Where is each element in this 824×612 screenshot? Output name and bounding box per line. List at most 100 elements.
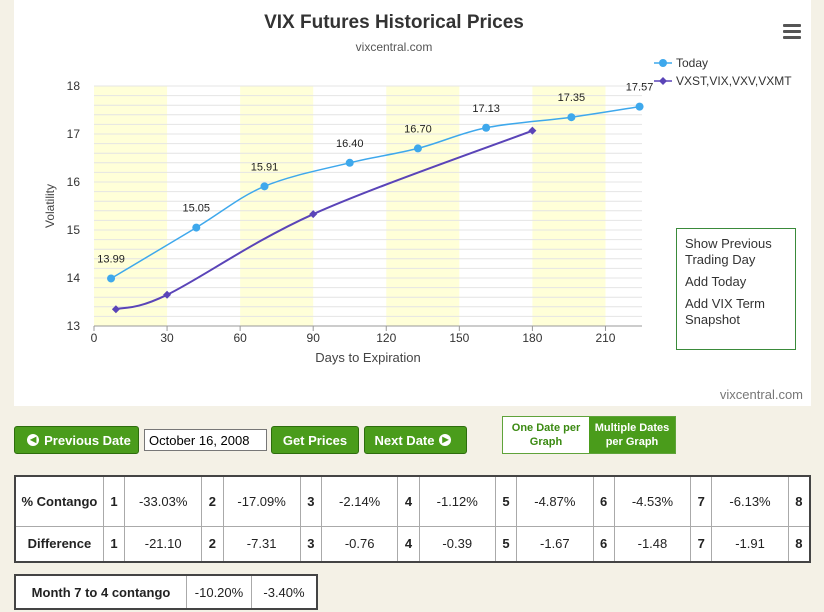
legend-item-today[interactable]: Today bbox=[654, 54, 792, 72]
chart-subtitle: vixcentral.com bbox=[355, 40, 433, 54]
contango-value: -2.14% bbox=[320, 475, 399, 527]
contango-value: -1.12% bbox=[418, 475, 496, 527]
data-point-today bbox=[345, 158, 354, 167]
plot-band bbox=[386, 86, 460, 326]
month-index: 6 bbox=[592, 525, 615, 563]
difference-value: -1.67 bbox=[516, 525, 594, 563]
contango-value: -33.03% bbox=[124, 475, 203, 527]
data-label: 15.91 bbox=[251, 161, 279, 173]
data-label: 17.57 bbox=[626, 82, 654, 94]
x-tick-label: 210 bbox=[595, 331, 615, 345]
contango-row-label: % Contango bbox=[14, 475, 104, 527]
data-label: 16.40 bbox=[336, 138, 364, 150]
data-point-today bbox=[260, 182, 269, 191]
previous-date-label: Previous Date bbox=[44, 432, 131, 448]
x-tick-label: 180 bbox=[522, 331, 542, 345]
menu-item-show-previous[interactable]: Show Previous Trading Day bbox=[685, 236, 772, 267]
x-tick-label: 30 bbox=[160, 331, 174, 345]
month-index: 4 bbox=[397, 525, 420, 563]
month-7-to-4-value: -3.40% bbox=[251, 574, 318, 610]
x-tick-label: 150 bbox=[449, 331, 469, 345]
contango-row: % Contango 1 -33.03% 2 -17.09% 3 -2.14% … bbox=[14, 475, 811, 527]
next-date-button[interactable]: Next Date ▶ bbox=[364, 426, 467, 454]
menu-item-add-vix-term[interactable]: Add VIX Term Snapshot bbox=[685, 296, 765, 327]
legend-label-term: VXST,VIX,VXV,VXMT bbox=[676, 74, 792, 88]
hamburger-icon[interactable] bbox=[783, 24, 801, 39]
month-index: 3 bbox=[299, 475, 322, 527]
month-7-to-4-value: -10.20% bbox=[186, 574, 252, 610]
data-point-today bbox=[413, 144, 422, 153]
contango-value: -4.87% bbox=[516, 475, 594, 527]
chart-legend: Today VXST,VIX,VXV,VXMT bbox=[654, 54, 792, 90]
difference-row-label: Difference bbox=[14, 525, 104, 563]
data-point-term bbox=[309, 210, 318, 219]
data-label: 15.05 bbox=[183, 203, 211, 215]
month-index: 8 bbox=[787, 525, 811, 563]
month-index: 1 bbox=[102, 525, 126, 563]
y-axis-title: Volatility bbox=[43, 184, 57, 228]
y-tick-label: 17 bbox=[67, 127, 81, 141]
y-tick-label: 16 bbox=[67, 175, 81, 189]
x-tick-label: 0 bbox=[91, 331, 98, 345]
x-tick-label: 90 bbox=[307, 331, 321, 345]
month-7-to-4-table: Month 7 to 4 contango -10.20% -3.40% bbox=[14, 574, 318, 610]
difference-value: -0.76 bbox=[320, 525, 399, 563]
data-point-today bbox=[567, 113, 576, 122]
data-label: 17.13 bbox=[472, 103, 500, 115]
previous-date-button[interactable]: ◀ Previous Date bbox=[14, 426, 139, 454]
month-index: 2 bbox=[201, 475, 224, 527]
difference-value: -21.10 bbox=[124, 525, 203, 563]
multiple-dates-per-graph-option[interactable]: Multiple Dates per Graph bbox=[589, 417, 675, 453]
series-line-term bbox=[115, 129, 533, 311]
data-point-today bbox=[482, 123, 491, 132]
date-input[interactable] bbox=[144, 429, 267, 451]
difference-row: Difference 1 -21.10 2 -7.31 3 -0.76 4 -0… bbox=[14, 525, 811, 563]
data-label: 13.99 bbox=[97, 253, 125, 265]
chevron-left-icon: ◀ bbox=[27, 434, 40, 446]
one-date-per-graph-option[interactable]: One Date per Graph bbox=[503, 417, 589, 453]
legend-item-term[interactable]: VXST,VIX,VXV,VXMT bbox=[654, 72, 792, 90]
difference-value: -1.48 bbox=[613, 525, 692, 563]
month-7-to-4-label: Month 7 to 4 contango bbox=[14, 574, 187, 610]
menu-item-add-today[interactable]: Add Today bbox=[685, 274, 747, 289]
legend-label-today: Today bbox=[676, 56, 709, 70]
contango-value: -4.53% bbox=[613, 475, 692, 527]
chart-title: VIX Futures Historical Prices bbox=[264, 12, 524, 33]
contango-value: -6.13% bbox=[711, 475, 789, 527]
legend-swatch-term bbox=[654, 77, 672, 85]
x-tick-label: 120 bbox=[376, 331, 396, 345]
graph-mode-toggle: One Date per Graph Multiple Dates per Gr… bbox=[502, 416, 676, 454]
month-index: 5 bbox=[494, 525, 518, 563]
month-index: 1 bbox=[102, 475, 126, 527]
contango-value: -17.09% bbox=[222, 475, 301, 527]
plot-band bbox=[240, 86, 314, 326]
chart-panel: VIX Futures Historical Prices vixcentral… bbox=[14, 0, 811, 406]
month-index: 2 bbox=[201, 525, 224, 563]
difference-value: -0.39 bbox=[418, 525, 496, 563]
x-axis-title: Days to Expiration bbox=[315, 350, 421, 365]
data-label: 17.35 bbox=[558, 92, 586, 104]
data-point-term bbox=[163, 290, 172, 299]
data-point-today bbox=[107, 274, 116, 283]
get-prices-label: Get Prices bbox=[282, 432, 348, 448]
difference-value: -1.91 bbox=[711, 525, 789, 563]
legend-swatch-today bbox=[654, 59, 672, 67]
y-tick-label: 18 bbox=[67, 79, 81, 93]
chart-credit: vixcentral.com bbox=[719, 387, 803, 402]
data-label: 16.70 bbox=[404, 123, 432, 135]
x-tick-label: 60 bbox=[233, 331, 247, 345]
data-point-today bbox=[635, 102, 644, 111]
get-prices-button[interactable]: Get Prices bbox=[271, 426, 359, 454]
data-point-term bbox=[528, 126, 537, 135]
chevron-right-icon: ▶ bbox=[439, 434, 452, 446]
month-index: 7 bbox=[690, 475, 713, 527]
month-index: 7 bbox=[690, 525, 713, 563]
month-7-to-4-row: Month 7 to 4 contango -10.20% -3.40% bbox=[14, 574, 318, 610]
chart-context-menu: Show Previous Trading Day Add Today Add … bbox=[676, 228, 796, 350]
month-index: 3 bbox=[299, 525, 322, 563]
difference-value: -7.31 bbox=[222, 525, 301, 563]
month-index: 5 bbox=[494, 475, 518, 527]
month-index: 8 bbox=[787, 475, 811, 527]
y-tick-label: 13 bbox=[67, 319, 81, 333]
